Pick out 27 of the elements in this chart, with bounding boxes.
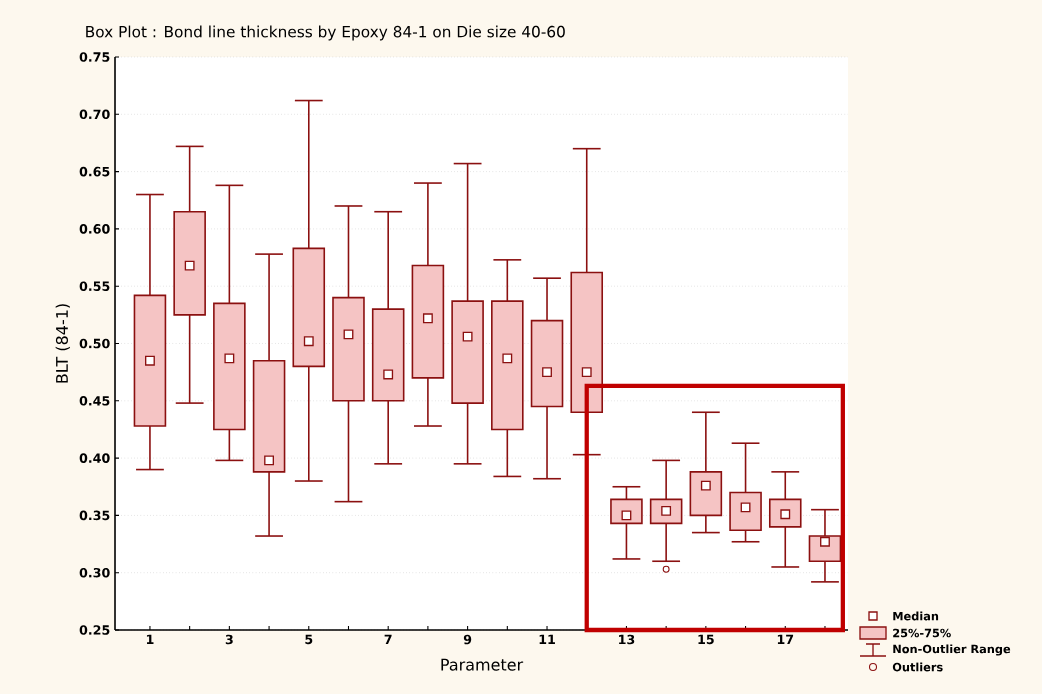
- y-tick-label: 0.70: [79, 109, 110, 120]
- y-tick-label: 0.65: [79, 166, 110, 177]
- y-tick-label: 0.25: [79, 625, 110, 635]
- x-tick-label: 3: [225, 634, 233, 645]
- x-tick-label: 7: [384, 634, 392, 644]
- x-tick-label: 1: [146, 634, 154, 644]
- text: 25%-75%: [893, 628, 951, 638]
- x-tick-label: 5: [305, 634, 313, 645]
- y-tick-label: 0.30: [79, 567, 110, 578]
- x-tick-label: 17: [777, 634, 794, 644]
- y-tick-label: 0.50: [79, 338, 110, 349]
- text: Non-Outlier Range: [893, 644, 1011, 656]
- y-tick-label: 0.40: [79, 453, 110, 463]
- text: Outliers: [892, 662, 943, 672]
- chart-title: Box Plot : Bond line thickness by Epoxy 84-1 on Die size 40-60: [86, 25, 565, 41]
- y-tick-label: 0.55: [79, 281, 110, 291]
- y-tick-label: 0.75: [79, 52, 110, 62]
- x-tick-label: 15: [698, 634, 714, 645]
- y-axis-title: BLT (84-1): [55, 304, 70, 383]
- y-tick-label: 0.35: [79, 510, 110, 521]
- y-tick-label: 0.60: [79, 224, 110, 234]
- x-tick-label: 9: [463, 634, 472, 645]
- x-tick-label: 11: [539, 634, 555, 644]
- x-tick-label: 13: [619, 634, 635, 645]
- x-axis-title: Parameter: [441, 658, 524, 671]
- text: Median: [893, 611, 939, 621]
- y-tick-label: 0.45: [79, 396, 110, 406]
